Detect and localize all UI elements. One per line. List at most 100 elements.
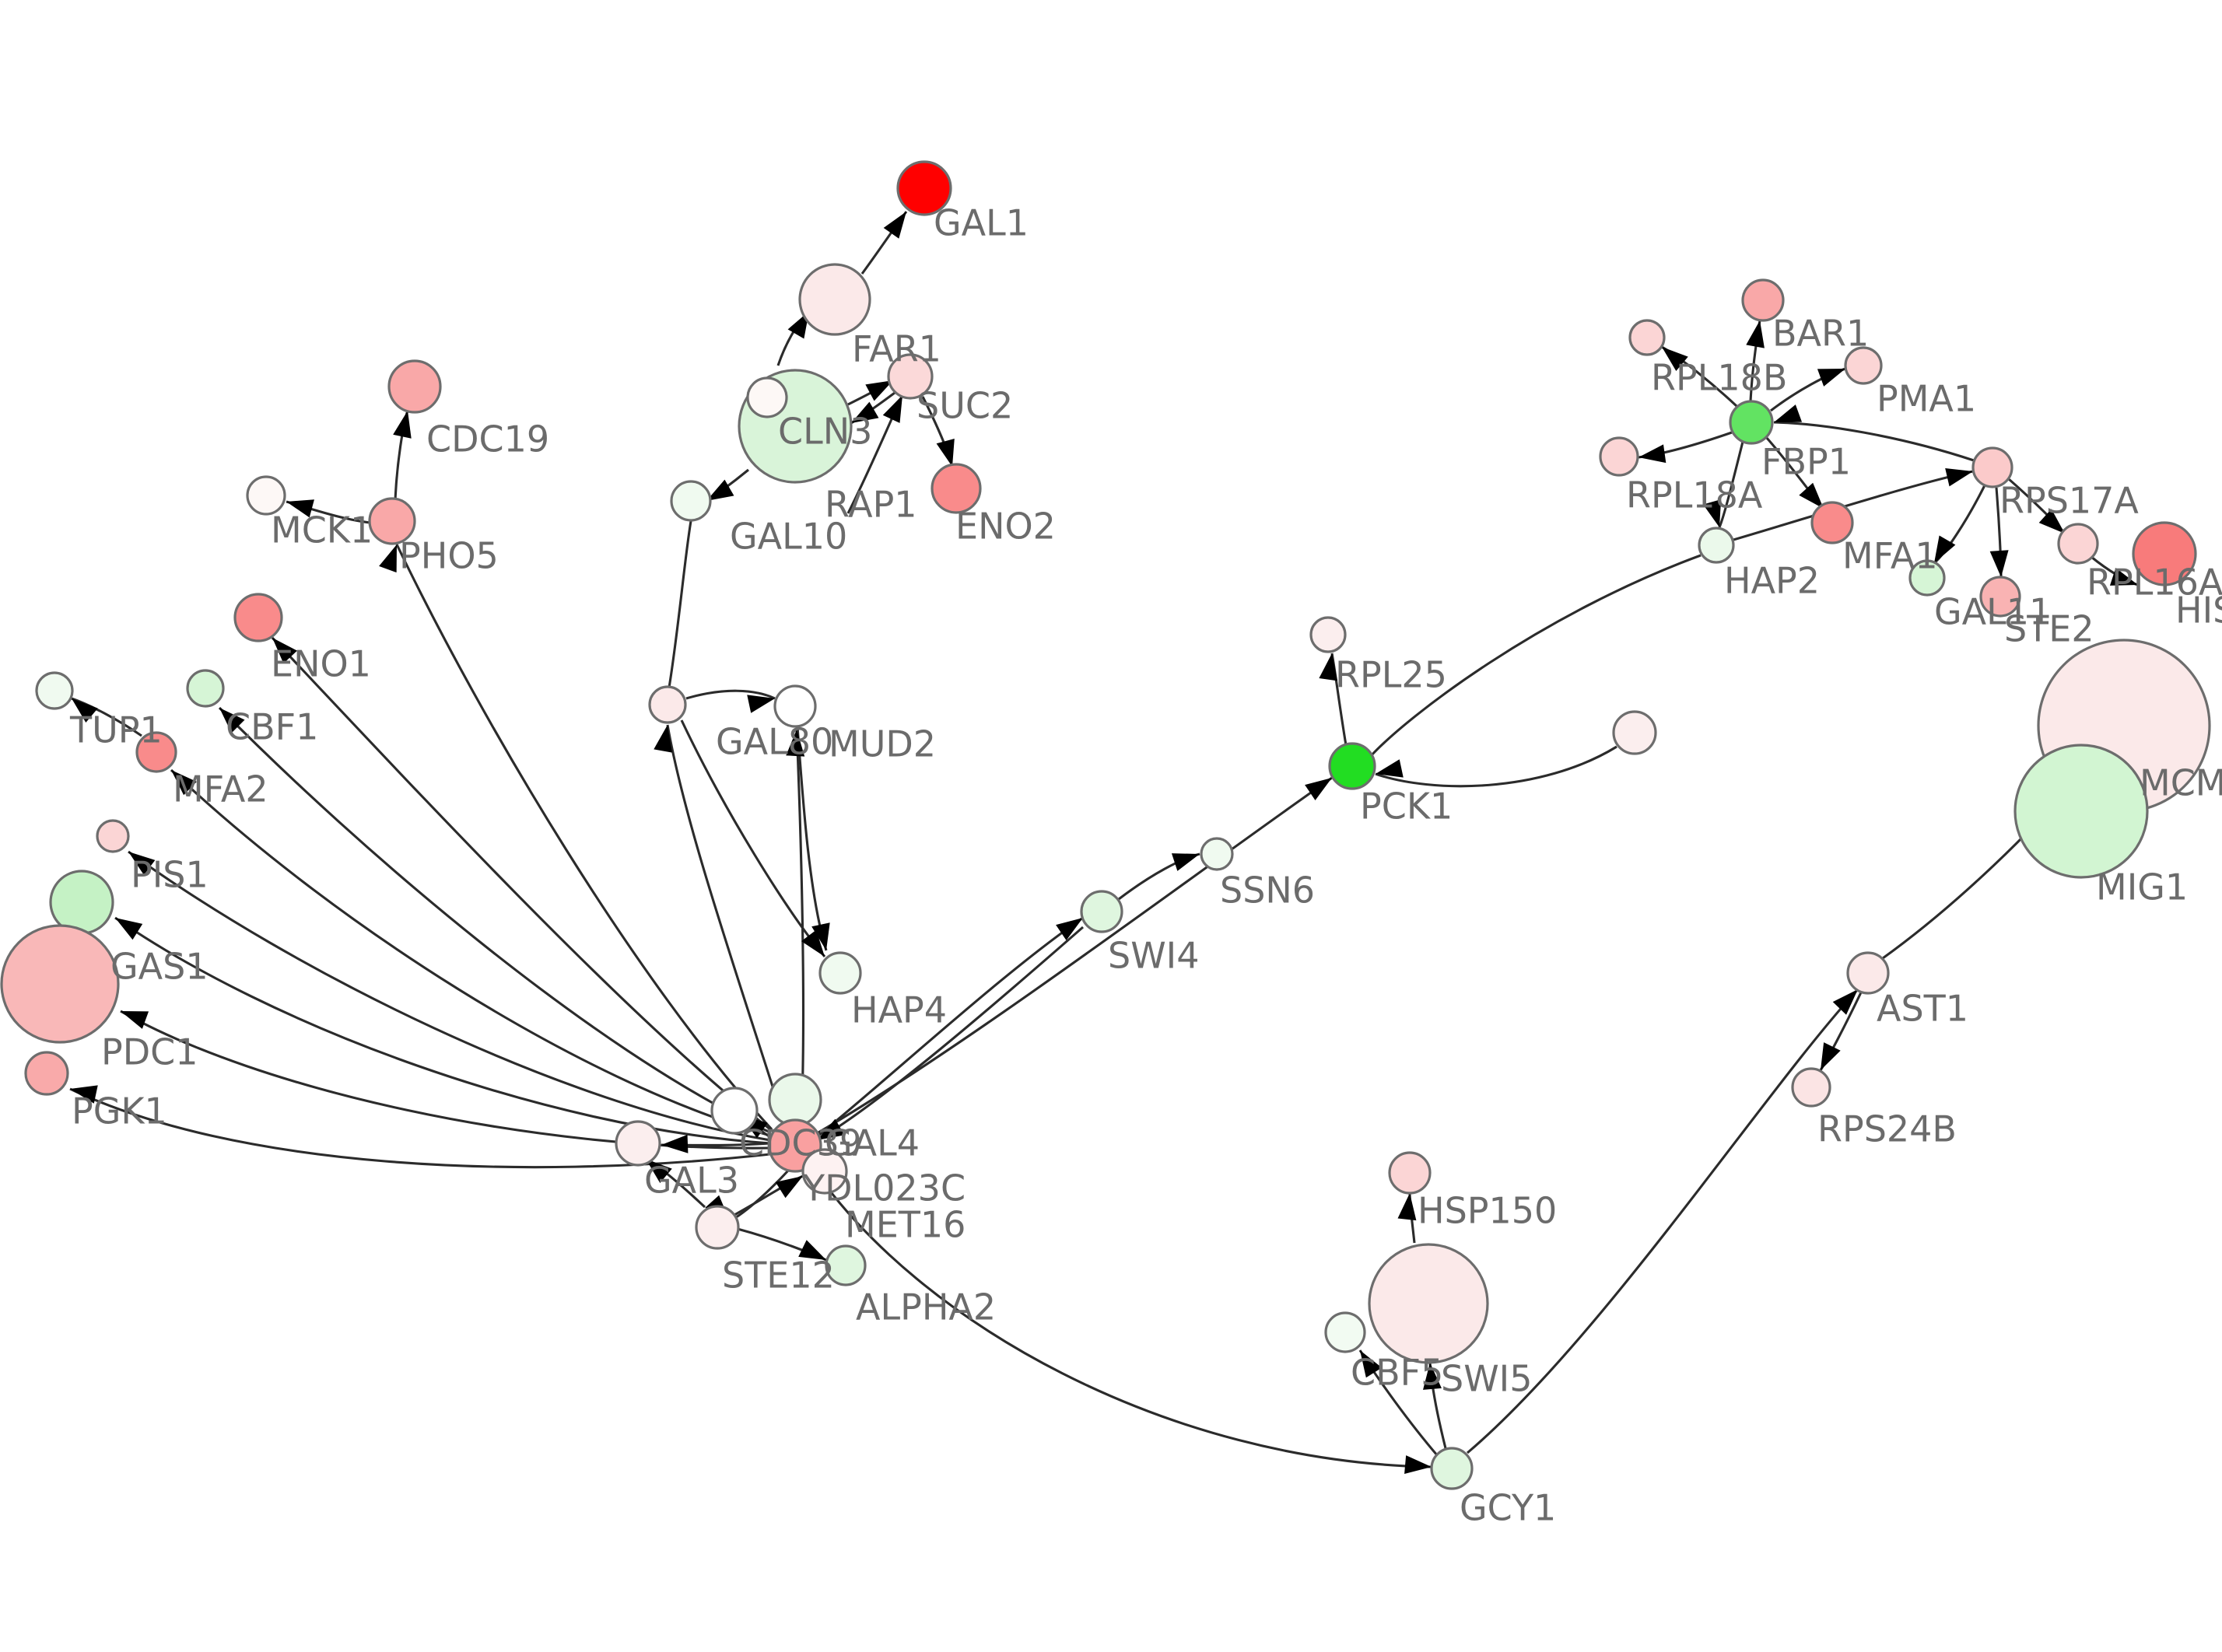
node-rps17a[interactable]: [1971, 446, 2013, 488]
node-label-his4: HIS4: [2175, 590, 2222, 632]
arrowhead-mud2: [747, 695, 775, 713]
edge-hap2-to-pck1: [1369, 554, 1702, 758]
edge-gcy1-to-ast1: [1466, 988, 1859, 1454]
node-eno1[interactable]: [233, 593, 283, 642]
arrowhead-pck1b: [1376, 759, 1404, 778]
edge-gal4-to-swi4: [818, 916, 1084, 1137]
node-label-gcy1: GCY1: [1460, 1487, 1556, 1529]
node-label-gal11: GAL11: [1934, 591, 2052, 633]
node-swi5[interactable]: [1368, 1243, 1489, 1364]
arrowhead-gcy1: [1404, 1455, 1432, 1474]
edge-gal4-to-eno1: [271, 636, 771, 1131]
node-rps24b[interactable]: [1791, 1067, 1831, 1108]
node-rpl18b[interactable]: [1628, 319, 1666, 356]
node-gcy1[interactable]: [1430, 1447, 1474, 1490]
node-cdc39[interactable]: [710, 1087, 759, 1135]
arrowhead-gal3a: [661, 1134, 689, 1153]
node-gal1[interactable]: [896, 160, 952, 216]
node-rpl18a[interactable]: [1599, 436, 1639, 477]
node-pho5[interactable]: [368, 497, 416, 545]
arrowhead-pma1: [1817, 369, 1845, 387]
node-ast1[interactable]: [1846, 951, 1890, 995]
node-gal3[interactable]: [615, 1120, 661, 1167]
node-label-hap2: HAP2: [1724, 560, 1820, 602]
arrowhead-swi4: [1056, 918, 1083, 940]
node-mfa2[interactable]: [135, 731, 177, 773]
node-suc2[interactable]: [887, 353, 934, 400]
arrowhead-gal4in: [817, 1118, 845, 1140]
arrowhead-pis1: [128, 852, 156, 876]
node-pck1[interactable]: [1328, 742, 1376, 790]
node-pdc1[interactable]: [0, 924, 120, 1044]
node-cbf5[interactable]: [1324, 1311, 1366, 1353]
node-rpl25[interactable]: [1309, 616, 1347, 653]
node-pis1[interactable]: [96, 819, 130, 853]
node-cdc19[interactable]: [387, 359, 442, 414]
node-ste12[interactable]: [695, 1205, 740, 1250]
node-label-pck1: PCK1: [1360, 786, 1453, 828]
node-cbf1[interactable]: [186, 669, 225, 708]
node-label-rpl18a: RPL18A: [1626, 474, 1763, 516]
edge-gal4-to-cbf1: [218, 706, 771, 1134]
node-label-mck1: MCK1: [271, 509, 373, 551]
node-label-mfa2: MFA2: [173, 768, 268, 810]
arrowhead-gas1: [115, 918, 143, 940]
node-rpl16a[interactable]: [2057, 523, 2099, 565]
node-hap4[interactable]: [818, 951, 862, 995]
arrowheads-layer: [70, 212, 2138, 1474]
node-label-ssn6: SSN6: [1220, 870, 1315, 912]
edge-gal4-to-mud2: [795, 729, 805, 1122]
edge-gal4-to-pck1: [818, 776, 1333, 1134]
node-swi4[interactable]: [1080, 890, 1123, 933]
arrowhead-ydl023c: [775, 1176, 803, 1199]
node-far1[interactable]: [798, 263, 871, 336]
edge-gal4-to-mfa2: [170, 768, 771, 1137]
node-ydl023c[interactable]: [801, 1148, 848, 1195]
node-ssn6[interactable]: [1200, 837, 1234, 871]
node-pgk1[interactable]: [24, 1051, 69, 1096]
node-gas1[interactable]: [49, 870, 114, 935]
node-label-rpl18b: RPL18B: [1651, 357, 1787, 399]
node-mig1[interactable]: [2013, 744, 2149, 879]
node-metnode[interactable]: [768, 1073, 822, 1127]
node-pma1[interactable]: [1844, 346, 1883, 385]
node-rap1[interactable]: [746, 376, 788, 418]
node-fbp1[interactable]: [1729, 400, 1774, 445]
node-alpha2[interactable]: [825, 1244, 867, 1286]
node-tup1[interactable]: [35, 671, 74, 710]
edge-gal4-to-gal80: [666, 724, 786, 1124]
arrowhead-rpl25: [1319, 653, 1338, 681]
node-ste2[interactable]: [1979, 576, 2021, 618]
arrowhead-gal10: [706, 479, 734, 501]
node-label-far1: FAR1: [852, 328, 941, 370]
node-mck1[interactable]: [246, 475, 286, 516]
node-mud2[interactable]: [773, 684, 817, 728]
node-label-hsp150: HSP150: [1418, 1190, 1557, 1232]
node-label-rpl25: RPL25: [1335, 654, 1447, 696]
node-label-swi4: SWI4: [1108, 935, 1200, 977]
node-label-cbf1: CBF1: [226, 706, 318, 748]
node-eno2[interactable]: [931, 463, 982, 514]
node-gal10[interactable]: [670, 480, 712, 522]
edge-gal80-to-hap4: [680, 719, 826, 957]
arrowhead-hsp150: [1397, 1193, 1417, 1221]
arrowhead-tup1: [72, 698, 98, 723]
node-hap2[interactable]: [1698, 527, 1735, 564]
edge-gal4-to-gas1: [114, 916, 771, 1145]
node-label-mig1: MIG1: [2096, 866, 2188, 908]
node-bar1[interactable]: [1741, 278, 1785, 322]
node-label-gal3: GAL3: [644, 1160, 739, 1202]
node-label-ydl023c: YDL023C: [802, 1167, 966, 1209]
edges-layer: [69, 211, 2139, 1468]
node-gal80[interactable]: [648, 685, 687, 724]
node-his4[interactable]: [2132, 521, 2197, 586]
node-hsp150[interactable]: [1388, 1151, 1432, 1195]
node-unlbl1[interactable]: [1612, 710, 1657, 755]
node-gal11[interactable]: [1908, 559, 1946, 597]
node-mfa1[interactable]: [1810, 501, 1854, 544]
arrowhead-hap4b: [801, 929, 825, 957]
edge-gal4-to-pgk1: [69, 1087, 771, 1169]
node-label-gal4: GAL4: [825, 1122, 920, 1164]
